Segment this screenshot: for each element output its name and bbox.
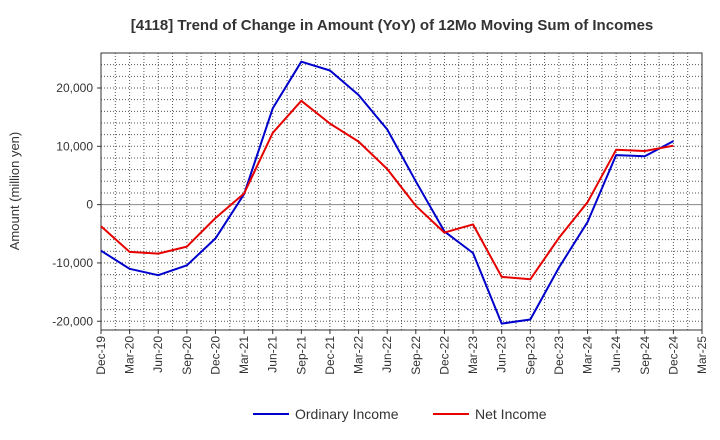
x-tick-label: Sep-20 [180,336,194,375]
plot-area: -20,000 -10,000 0 10,000 20,000 Dec-19 Mar-20 J… [52,52,709,375]
x-tick-label: Sep-22 [409,336,423,375]
y-tick-label: 20,000 [56,81,93,95]
y-tick-label: -20,000 [52,314,93,328]
x-tick-label: Dec-22 [437,336,451,375]
x-tick-label: Mar-20 [123,336,137,374]
y-tick-label: 0 [86,198,93,212]
x-tick-label: Mar-21 [237,336,251,374]
y-tick-label: 10,000 [56,139,93,153]
y-tick-label: -10,000 [52,256,93,270]
x-tick-label: Mar-25 [695,336,709,374]
x-tick-label: Jun-23 [495,336,509,373]
series-line-net-income [100,99,674,281]
x-tick-label: Sep-21 [294,336,308,375]
x-tick-label: Jun-21 [266,336,280,373]
x-tick-label: Dec-19 [94,336,108,375]
chart-title: [4118] Trend of Change in Amount (YoY) o… [131,17,654,34]
x-tick-label: Dec-24 [666,336,680,375]
plot-frame [100,52,703,331]
x-tick-label: Mar-22 [352,336,366,374]
x-tick-label: Jun-24 [609,336,623,373]
x-tick-label: Dec-21 [323,336,337,375]
x-tick-label: Sep-24 [638,336,652,375]
x-tick-label: Dec-23 [552,336,566,375]
x-tick-label: Dec-20 [208,336,222,375]
x-tick-label: Sep-23 [523,336,537,375]
legend-label: Ordinary Income [295,406,399,422]
x-tick-label: Mar-24 [581,336,595,374]
legend: Ordinary Income Net Income [253,406,547,422]
x-tick-label: Jun-20 [151,336,165,373]
legend-label: Net Income [475,406,547,422]
series-line-ordinary-income [100,60,674,325]
x-tick-label: Jun-22 [380,336,394,373]
y-axis-label: Amount (million yen) [7,132,22,251]
x-tick-label: Mar-23 [466,336,480,374]
